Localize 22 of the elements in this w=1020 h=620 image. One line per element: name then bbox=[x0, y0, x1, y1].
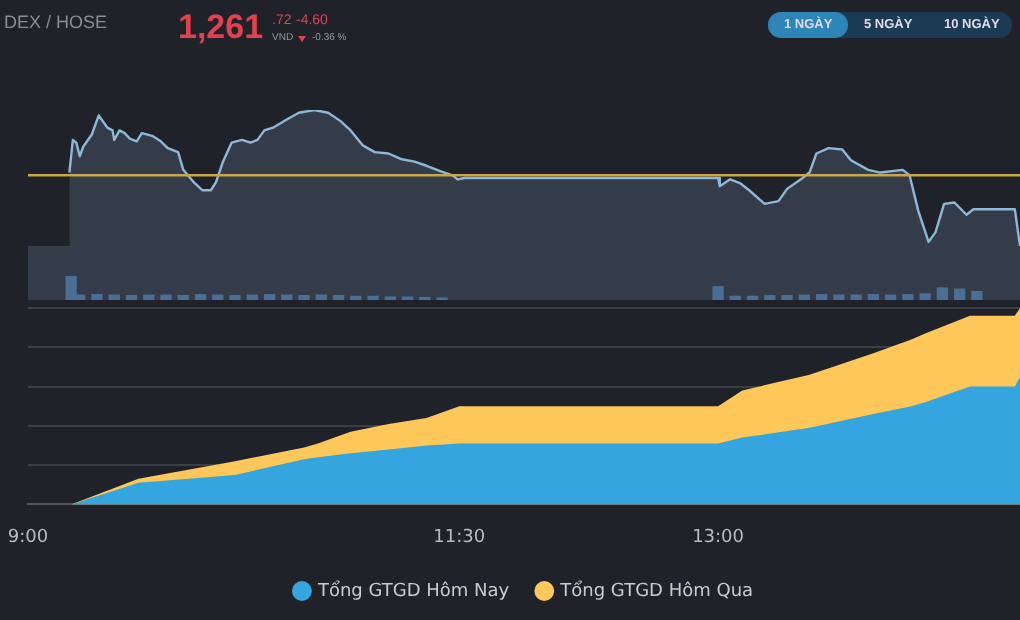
bar bbox=[160, 294, 172, 300]
bar bbox=[953, 288, 966, 300]
bar bbox=[850, 294, 862, 300]
bar bbox=[712, 286, 724, 300]
bar bbox=[815, 294, 828, 300]
x-tick-label: 11:30 bbox=[433, 527, 486, 548]
bar bbox=[194, 294, 207, 300]
bar bbox=[919, 293, 931, 300]
x-tick-label: 13:00 bbox=[692, 527, 745, 548]
bar bbox=[867, 294, 880, 300]
bar bbox=[65, 276, 77, 300]
legend-label: Tổng GTGD Hôm Nay bbox=[315, 579, 511, 602]
bar bbox=[91, 294, 103, 300]
bar bbox=[971, 290, 983, 300]
chart-title: DEX / HOSE bbox=[4, 12, 108, 32]
x-tick-label: 9:00 bbox=[7, 527, 49, 548]
bar bbox=[833, 294, 845, 300]
bar bbox=[263, 294, 276, 300]
text: 1,261 bbox=[178, 8, 264, 48]
bar bbox=[936, 287, 949, 300]
legend-label: Tổng GTGD Hôm Qua bbox=[558, 579, 754, 602]
bar bbox=[902, 294, 914, 300]
